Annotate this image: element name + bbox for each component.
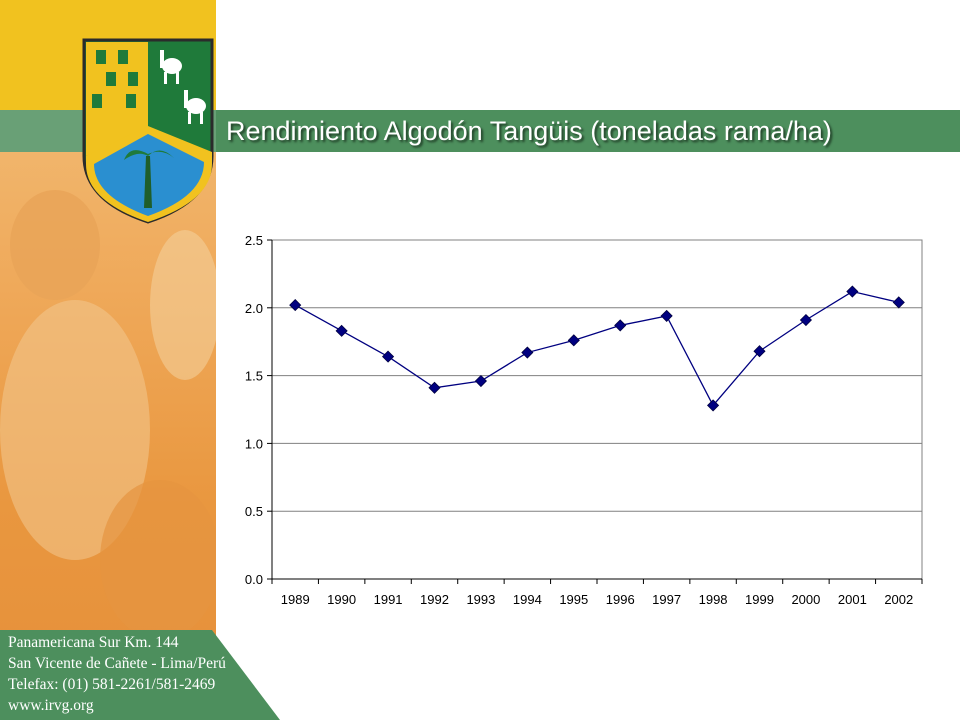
footer-address-line: Panamericana Sur Km. 144 (8, 634, 179, 651)
data-point-1991 (382, 350, 395, 363)
x-tick-label-1997: 1997 (652, 592, 681, 607)
y-tick-label-4: 2.0 (245, 301, 263, 316)
y-tick-label-0: 0.0 (245, 572, 263, 587)
data-point-1994 (521, 346, 534, 359)
data-point-1992 (428, 381, 441, 394)
data-point-1989 (289, 299, 302, 312)
x-axis-tick-labels: 1989 1990 1991 1992 1993 1994 1995 1996 1997 1998… (281, 592, 913, 607)
data-point-1995 (567, 334, 580, 347)
footer-city-line: San Vicente de Cañete - Lima/Perú (8, 655, 226, 672)
x-tick-label-1992: 1992 (420, 592, 449, 607)
y-tick-label-1: 0.5 (245, 504, 263, 519)
x-tick-label-1989: 1989 (281, 592, 310, 607)
footer-band (0, 630, 280, 720)
chart-axes (267, 239, 923, 584)
x-tick-label-1991: 1991 (374, 592, 403, 607)
x-tick-label-1990: 1990 (327, 592, 356, 607)
photo-plants (150, 230, 216, 380)
data-point-2000 (799, 313, 812, 327)
data-point-2001 (846, 285, 859, 298)
x-tick-label-1994: 1994 (513, 592, 542, 607)
y-tick-label-2: 1.0 (245, 436, 263, 451)
x-tick-label-1999: 1999 (745, 592, 774, 607)
photo-leaves (100, 480, 216, 640)
data-point-1996 (614, 319, 627, 332)
x-tick-label-1996: 1996 (606, 592, 635, 607)
data-point-1998 (707, 399, 720, 412)
x-tick-label-2001: 2001 (838, 592, 867, 607)
y-axis-tick-labels: 0.0 0.5 1.0 1.5 2.0 2.5 (245, 233, 263, 587)
institution-crest-logo (82, 38, 214, 224)
photo-farmer-head (10, 190, 100, 300)
x-tick-label-2000: 2000 (791, 592, 820, 607)
data-point-1993 (474, 374, 487, 388)
series-markers (289, 285, 905, 412)
y-tick-label-3: 1.5 (245, 369, 263, 384)
y-tick-label-5: 2.5 (245, 233, 263, 248)
page-title: Rendimiento Algodón Tangüis (toneladas r… (226, 116, 832, 146)
plot-area-frame (271, 239, 923, 580)
yield-line-chart: 0.00.51.01.52.02.5 1989 1990 1991 1992 1993 1… (245, 233, 923, 607)
data-point-1990 (335, 324, 348, 337)
data-point-1999 (753, 345, 766, 358)
chart-gridlines (272, 239, 922, 512)
x-tick-label-1998: 1998 (699, 592, 728, 607)
x-tick-label-1995: 1995 (559, 592, 588, 607)
x-tick-label-2002: 2002 (884, 592, 913, 607)
data-point-2002 (892, 296, 905, 309)
footer-website-link[interactable]: www.irvg.org (8, 697, 94, 714)
data-point-1997 (660, 309, 673, 323)
series-line (294, 290, 899, 407)
x-tick-label-1993: 1993 (466, 592, 495, 607)
footer-phone-line: Telefax: (01) 581-2261/581-2469 (8, 676, 216, 693)
